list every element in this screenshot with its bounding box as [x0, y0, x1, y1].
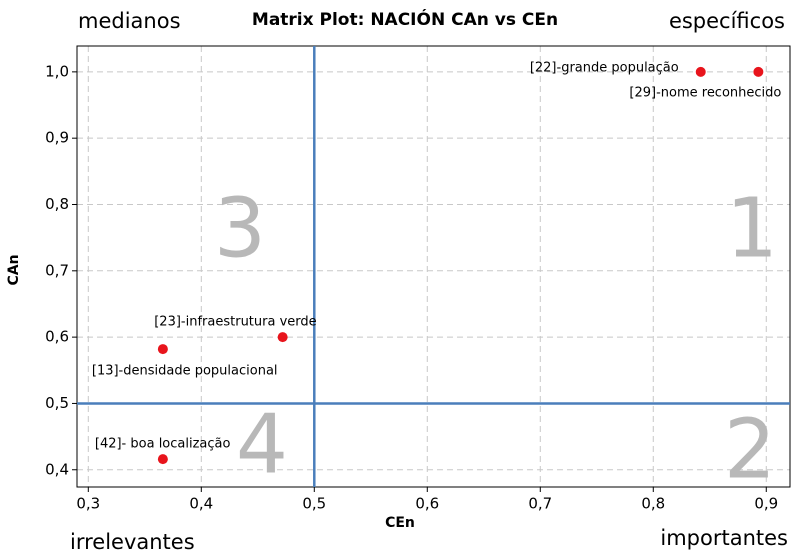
x-axis-label: CEn	[385, 515, 415, 531]
y-tick-label: 0,6	[45, 328, 69, 346]
data-point	[695, 66, 706, 77]
y-tick-label: 0,8	[45, 195, 69, 213]
corner-label: importantes	[660, 526, 788, 550]
data-point	[753, 66, 764, 77]
chart-title: Matrix Plot: NACIÓN CAn vs CEn	[252, 8, 558, 30]
y-tick-label: 0,4	[45, 460, 69, 478]
quadrant-label: 3	[214, 181, 266, 276]
data-point	[157, 344, 168, 355]
point-label: [22]-grande população	[530, 60, 679, 75]
y-axis-label: CAn	[6, 254, 22, 285]
y-tick-label: 0,9	[45, 129, 69, 147]
data-point	[157, 454, 168, 465]
point-label: [23]-infraestrutura verde	[154, 315, 316, 330]
quadrant-label: 4	[236, 397, 288, 492]
x-tick-label: 0,3	[76, 495, 100, 513]
point-label: [13]-densidade populacional	[92, 364, 278, 379]
y-tick-label: 0,5	[45, 394, 69, 412]
quadrant-label: 1	[726, 181, 778, 276]
x-tick-label: 0,5	[302, 495, 326, 513]
x-tick-label: 0,8	[641, 495, 665, 513]
y-tick-label: 1,0	[45, 62, 69, 80]
x-tick-label: 0,4	[189, 495, 213, 513]
data-point	[277, 332, 288, 343]
corner-label: específicos	[669, 9, 785, 33]
point-label: [42]- boa localização	[95, 437, 231, 452]
y-tick-label: 0,7	[45, 261, 69, 279]
x-tick-label: 0,7	[528, 495, 552, 513]
corner-label: irrelevantes	[70, 530, 195, 554]
corner-label: medianos	[78, 9, 181, 33]
x-tick-label: 0,6	[415, 495, 439, 513]
x-tick-label: 0,9	[754, 495, 778, 513]
plot-frame	[76, 45, 791, 488]
point-label: [29]-nome reconhecido	[629, 85, 781, 100]
quadrant-label: 2	[724, 402, 776, 497]
